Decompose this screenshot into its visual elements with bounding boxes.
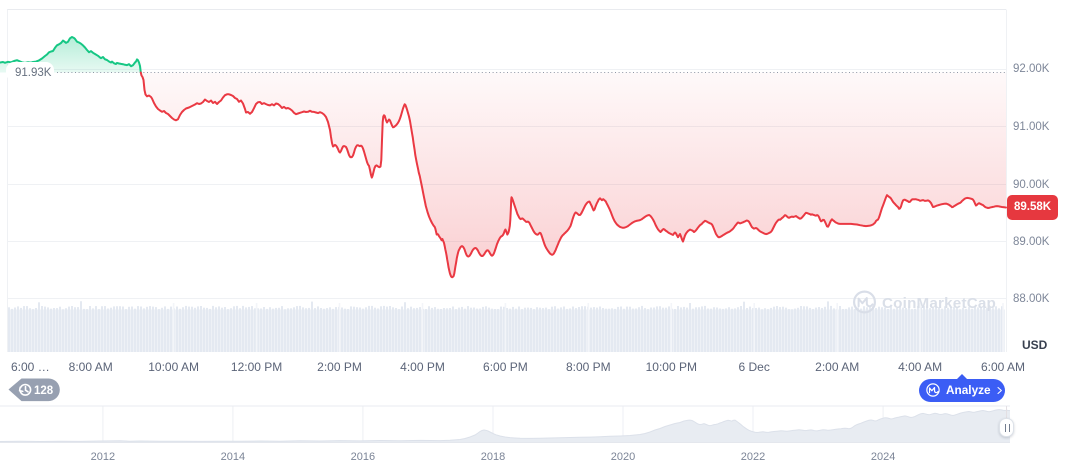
svg-text:128: 128 [34, 385, 54, 397]
svg-text:CoinMarketCap: CoinMarketCap [882, 295, 996, 312]
